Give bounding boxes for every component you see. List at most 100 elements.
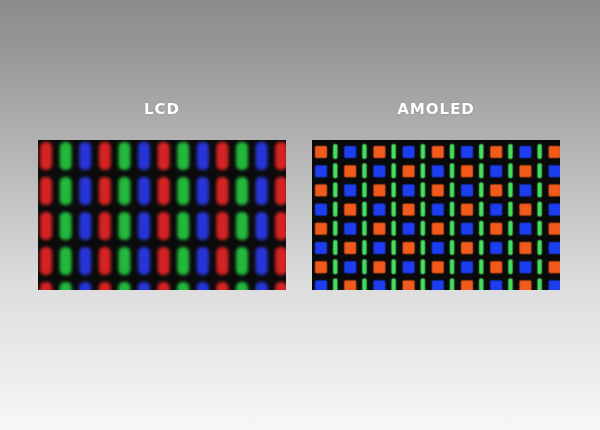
- amoled-red-subpixel: [548, 222, 560, 235]
- amoled-red-subpixel: [431, 146, 444, 158]
- lcd-red-subpixel: [40, 177, 52, 205]
- amoled-green-subpixel: [362, 201, 367, 217]
- amoled-red-subpixel: [344, 242, 357, 254]
- lcd-red-subpixel: [98, 247, 111, 275]
- amoled-blue-subpixel: [519, 184, 532, 197]
- amoled-green-subpixel: [420, 144, 426, 159]
- lcd-green-subpixel: [118, 142, 131, 170]
- amoled-green-subpixel: [362, 163, 367, 179]
- amoled-blue-subpixel: [402, 222, 415, 235]
- amoled-green-subpixel: [333, 259, 338, 275]
- amoled-green-subpixel: [537, 220, 542, 236]
- lcd-blue-subpixel: [79, 282, 92, 290]
- amoled-green-subpixel: [362, 144, 367, 159]
- amoled-green-subpixel: [362, 182, 367, 198]
- amoled-green-subpixel: [537, 201, 542, 217]
- lcd-blue-subpixel: [255, 142, 268, 170]
- amoled-blue-subpixel: [461, 261, 473, 274]
- amoled-green-subpixel: [449, 240, 455, 255]
- amoled-green-subpixel: [508, 182, 513, 198]
- lcd-blue-subpixel: [196, 212, 209, 240]
- lcd-red-subpixel: [98, 212, 111, 240]
- amoled-label: AMOLED: [397, 100, 475, 118]
- amoled-green-subpixel: [333, 144, 338, 159]
- amoled-green-subpixel: [479, 144, 484, 159]
- lcd-red-subpixel: [216, 142, 229, 170]
- amoled-green-subpixel: [391, 259, 396, 275]
- amoled-blue-subpixel: [490, 203, 503, 216]
- lcd-green-subpixel: [177, 177, 190, 205]
- amoled-green-subpixel: [362, 278, 367, 290]
- lcd-label: LCD: [143, 100, 181, 118]
- amoled-green-subpixel: [479, 240, 484, 255]
- lcd-red-subpixel: [40, 212, 52, 240]
- amoled-green-subpixel: [479, 220, 484, 236]
- amoled-red-subpixel: [402, 242, 415, 254]
- amoled-red-subpixel: [315, 146, 327, 158]
- amoled-green-subpixel: [449, 182, 455, 198]
- amoled-green-subpixel: [391, 240, 396, 255]
- amoled-green-subpixel: [362, 240, 367, 255]
- amoled-blue-subpixel: [315, 203, 327, 216]
- amoled-green-subpixel: [391, 144, 396, 159]
- amoled-blue-subpixel: [373, 280, 386, 290]
- amoled-blue-subpixel: [315, 242, 327, 254]
- amoled-red-subpixel: [373, 184, 386, 197]
- lcd-green-subpixel: [59, 212, 72, 240]
- amoled-green-subpixel: [420, 240, 426, 255]
- amoled-blue-subpixel: [461, 222, 473, 235]
- amoled-blue-subpixel: [519, 261, 532, 274]
- amoled-green-subpixel: [508, 278, 513, 290]
- amoled-blue-subpixel: [490, 165, 503, 178]
- lcd-red-subpixel: [275, 247, 286, 275]
- amoled-red-subpixel: [344, 203, 357, 216]
- amoled-green-subpixel: [333, 278, 338, 290]
- amoled-red-subpixel: [519, 242, 532, 254]
- lcd-subpixel-graphic: [38, 140, 286, 290]
- lcd-red-subpixel: [157, 177, 170, 205]
- lcd-blue-subpixel: [138, 142, 150, 170]
- amoled-subpixel-image: [312, 140, 560, 290]
- amoled-green-subpixel: [537, 240, 542, 255]
- amoled-blue-subpixel: [373, 203, 386, 216]
- lcd-green-subpixel: [236, 177, 248, 205]
- amoled-red-subpixel: [461, 242, 473, 254]
- lcd-blue-subpixel: [196, 282, 209, 290]
- amoled-blue-subpixel: [548, 203, 560, 216]
- amoled-red-subpixel: [461, 203, 473, 216]
- lcd-blue-subpixel: [196, 177, 209, 205]
- amoled-blue-subpixel: [344, 184, 357, 197]
- amoled-green-subpixel: [420, 220, 426, 236]
- amoled-red-subpixel: [315, 261, 327, 274]
- amoled-green-subpixel: [479, 201, 484, 217]
- amoled-green-subpixel: [391, 278, 396, 290]
- amoled-red-subpixel: [519, 165, 532, 178]
- amoled-red-subpixel: [548, 146, 560, 158]
- lcd-blue-subpixel: [79, 212, 92, 240]
- amoled-green-subpixel: [537, 278, 542, 290]
- amoled-red-subpixel: [490, 146, 503, 158]
- amoled-green-subpixel: [391, 201, 396, 217]
- amoled-red-subpixel: [402, 280, 415, 290]
- amoled-blue-subpixel: [431, 165, 444, 178]
- amoled-blue-subpixel: [490, 242, 503, 254]
- amoled-blue-subpixel: [461, 146, 473, 158]
- amoled-green-subpixel: [508, 163, 513, 179]
- lcd-red-subpixel: [216, 177, 229, 205]
- lcd-red-subpixel: [216, 212, 229, 240]
- lcd-blue-subpixel: [138, 212, 150, 240]
- amoled-blue-subpixel: [431, 242, 444, 254]
- amoled-red-subpixel: [519, 203, 532, 216]
- lcd-green-subpixel: [118, 282, 131, 290]
- amoled-red-subpixel: [431, 222, 444, 235]
- amoled-red-subpixel: [461, 165, 473, 178]
- lcd-green-subpixel: [59, 247, 72, 275]
- lcd-red-subpixel: [98, 142, 111, 170]
- lcd-subpixel-image: [38, 140, 286, 290]
- amoled-green-subpixel: [479, 182, 484, 198]
- amoled-red-subpixel: [402, 203, 415, 216]
- amoled-green-subpixel: [391, 220, 396, 236]
- amoled-blue-subpixel: [402, 184, 415, 197]
- lcd-blue-subpixel: [138, 282, 150, 290]
- lcd-green-subpixel: [118, 247, 131, 275]
